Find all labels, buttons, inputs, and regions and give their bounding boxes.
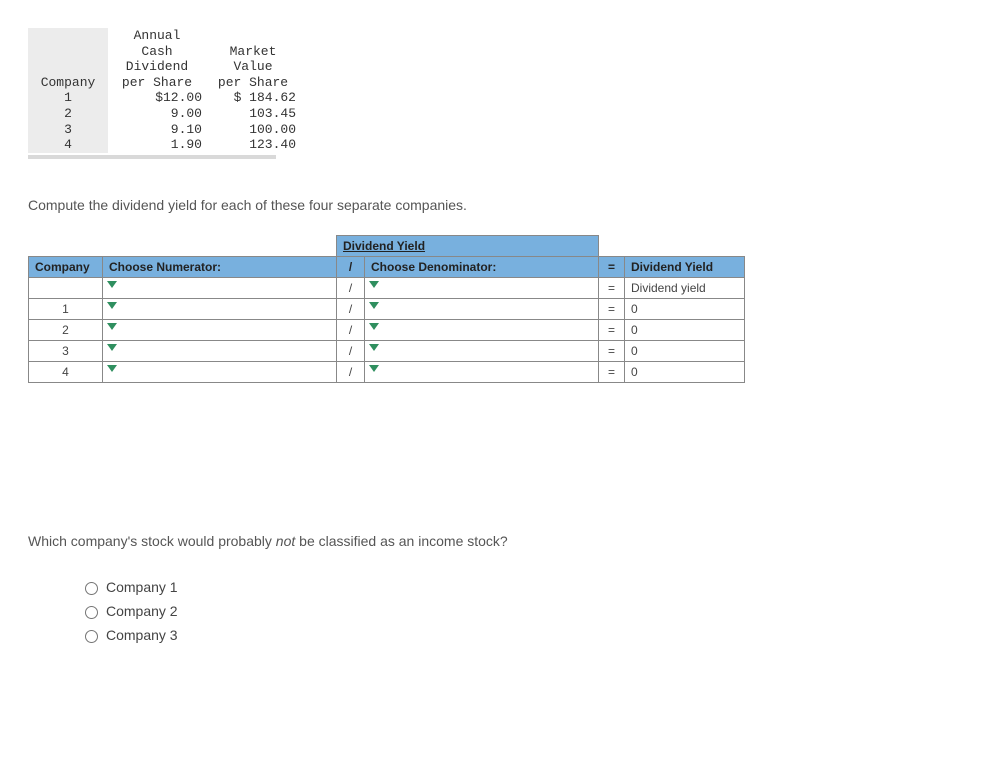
table-row-company: 2 [28,106,108,122]
option-label: Company 3 [106,627,178,643]
option-label: Company 2 [106,603,178,619]
slash-label: / [337,340,365,361]
question2-suffix: be classified as an income stock? [295,533,507,549]
yield-result: 0 [625,340,745,361]
answer-options: Company 1 Company 2 Company 3 [80,579,979,643]
denominator-input[interactable] [365,319,599,340]
dividend-header-line1: Annual [108,28,206,44]
numerator-input[interactable] [103,340,337,361]
calc-row-company: 4 [29,361,103,382]
dividend-header-line4: per Share [108,75,206,91]
option-radio-2[interactable] [85,606,98,619]
yield-result: 0 [625,298,745,319]
question2-prefix: Which company's stock would probably [28,533,276,549]
slash-label: / [337,277,365,298]
eq-label: = [599,340,625,361]
denominator-input[interactable] [365,298,599,319]
yield-label: Dividend yield [625,277,745,298]
company-data-table: Annual Cash Market Dividend Value Compan… [28,28,300,153]
dividend-header-line2: Cash [108,44,206,60]
calc-header-denominator: Choose Denominator: [365,256,599,277]
calc-header-yield: Dividend Yield [625,256,745,277]
yield-result: 0 [625,319,745,340]
table-row-market: 123.40 [206,137,300,153]
dividend-header-line3: Dividend [108,59,206,75]
table-row-dividend: 9.10 [108,122,206,138]
slash-label: / [337,319,365,340]
market-header-line3: Value [206,59,300,75]
option-label: Company 1 [106,579,178,595]
question1-text: Compute the dividend yield for each of t… [28,197,979,213]
table-bottom-bar [28,155,276,159]
table-row-dividend: 1.90 [108,137,206,153]
numerator-dropdown[interactable] [103,277,337,298]
table-row-market: $ 184.62 [206,90,300,106]
calc-header-slash: / [337,256,365,277]
yield-result: 0 [625,361,745,382]
calc-title: Dividend Yield [337,235,599,256]
option-row: Company 2 [80,603,979,619]
market-header-line2: Market [206,44,300,60]
eq-label: = [599,361,625,382]
calc-header-numerator: Choose Numerator: [103,256,337,277]
slash-label: / [337,361,365,382]
question2-text: Which company's stock would probably not… [28,533,979,549]
table-row-company: 3 [28,122,108,138]
table-row-market: 100.00 [206,122,300,138]
market-header-line4: per Share [206,75,300,91]
slash-label: / [337,298,365,319]
option-row: Company 3 [80,627,979,643]
denominator-dropdown[interactable] [365,277,599,298]
calc-header-eq: = [599,256,625,277]
company-header: Company [28,75,108,91]
table-row-dividend: 9.00 [108,106,206,122]
table-row-company: 4 [28,137,108,153]
denominator-input[interactable] [365,361,599,382]
option-radio-1[interactable] [85,582,98,595]
question2-em: not [276,533,295,549]
table-row-company: 1 [28,90,108,106]
denominator-input[interactable] [365,340,599,361]
table-row-dividend: $12.00 [108,90,206,106]
dividend-yield-calc-table: Dividend Yield Company Choose Numerator:… [28,235,745,383]
table-row-market: 103.45 [206,106,300,122]
eq-label: = [599,298,625,319]
calc-header-company: Company [29,256,103,277]
option-row: Company 1 [80,579,979,595]
numerator-input[interactable] [103,298,337,319]
option-radio-3[interactable] [85,630,98,643]
calc-row-company: 3 [29,340,103,361]
numerator-input[interactable] [103,361,337,382]
calc-row-company: 1 [29,298,103,319]
eq-label: = [599,277,625,298]
calc-row-company: 2 [29,319,103,340]
numerator-input[interactable] [103,319,337,340]
eq-label: = [599,319,625,340]
